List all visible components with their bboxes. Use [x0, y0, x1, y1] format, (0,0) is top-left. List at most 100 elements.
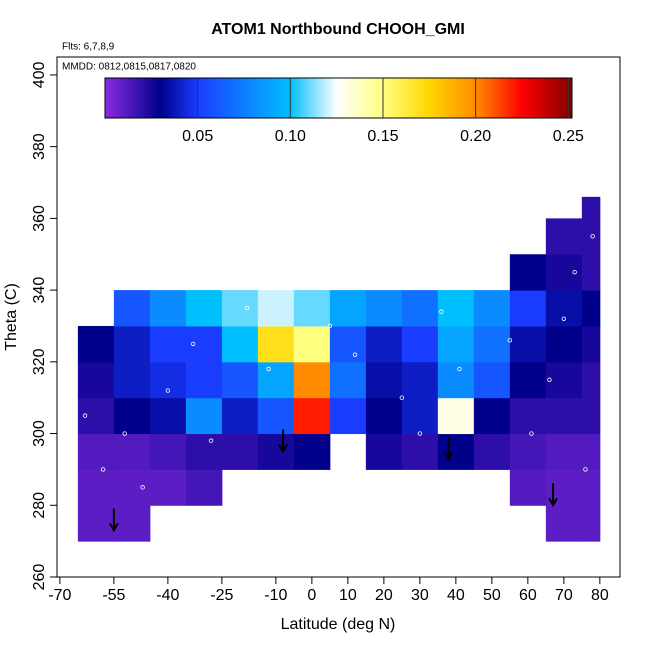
heatmap-cell [401, 361, 439, 399]
heatmap-cell [221, 290, 259, 327]
observation-point [352, 352, 358, 357]
colorbar-tick-label: 0.15 [367, 128, 398, 145]
heatmap-cell [77, 433, 115, 470]
heatmap-cell [221, 361, 259, 399]
x-tick-label: -10 [264, 587, 287, 604]
heatmap-cell [545, 397, 583, 435]
observation-point [590, 234, 595, 239]
arrow [109, 508, 119, 533]
observation-point [244, 305, 250, 311]
observation-point [100, 467, 106, 472]
y-tick-label: 280 [31, 492, 48, 519]
observation-point [478, 273, 484, 278]
heatmap-cell [365, 325, 403, 363]
x-tick-label: -55 [102, 587, 125, 604]
observation-point [208, 438, 214, 443]
annotation: MMDD: 0812,0815,0817,0820 [62, 62, 196, 73]
heatmap-cell [545, 254, 583, 291]
heatmap-cell [185, 361, 223, 399]
heatmap-cell [437, 433, 475, 470]
heatmap-cell [365, 397, 403, 435]
heatmap-cell [329, 397, 367, 435]
plot-frame [56, 56, 621, 578]
heatmap-cell [581, 361, 601, 399]
x-tick-label: -25 [210, 587, 233, 604]
x-tick-label: -70 [48, 587, 71, 604]
x-tick-label: 50 [483, 587, 501, 604]
colorbar-tick-label: 0.05 [182, 128, 213, 145]
heatmap-cell [545, 290, 583, 327]
arrow [278, 429, 288, 454]
heatmap-cell [293, 397, 331, 435]
heatmap-cell [473, 290, 511, 327]
heatmap-cell [113, 397, 151, 435]
heatmap-cell [221, 433, 259, 470]
y-axis-label: Theta (C) [3, 283, 20, 351]
colorbar-tick-label: 0.10 [275, 128, 306, 145]
heatmap-cell [257, 290, 295, 327]
heatmap-cell [113, 433, 151, 470]
y-tick-label: 260 [31, 564, 48, 591]
heatmap-cell [149, 290, 187, 327]
x-axis-label: Latitude (deg N) [281, 616, 396, 633]
heatmap-cell [329, 361, 367, 399]
heatmap-cell [113, 361, 151, 399]
y-tick-label: 400 [31, 61, 48, 88]
observation-point [572, 269, 577, 275]
heatmap-cell [293, 290, 331, 327]
heatmap-cell [113, 325, 151, 363]
observation-point [374, 277, 379, 282]
heatmap-cell [257, 361, 295, 399]
heatmap-cell [545, 433, 583, 470]
subtitle: Flts: 6,7,8,9 [62, 42, 115, 53]
heatmap-cell [473, 361, 511, 399]
chart-title: ATOM1 Northbound CHOOH_GMI [211, 21, 465, 38]
heatmap-cell [365, 433, 403, 470]
observation-point [140, 485, 145, 490]
heatmap-cell [185, 325, 223, 363]
heatmap-cell [473, 397, 511, 435]
heatmap-cell [293, 433, 331, 470]
y-tick-label: 360 [31, 205, 48, 232]
observation-point [547, 377, 552, 382]
heatmap-cell [509, 290, 547, 327]
arrow [443, 436, 454, 461]
observation-point [399, 395, 405, 400]
observation-point [439, 309, 444, 314]
heatmap-cell [149, 469, 187, 506]
colorbar-tick-label: 0.20 [460, 128, 491, 145]
heatmap-cell [509, 433, 547, 470]
x-tick-label: 80 [591, 587, 609, 604]
y-tick-label: 380 [31, 133, 48, 160]
arrow [548, 483, 558, 508]
observation-point [122, 431, 127, 436]
heatmap-cell [509, 469, 547, 506]
heatmap-cell [581, 433, 601, 470]
heatmap-cell [401, 433, 439, 470]
observation-point [190, 341, 196, 347]
heatmap-cell [329, 290, 367, 327]
observation-point [457, 366, 462, 372]
observation-point [327, 323, 333, 329]
heatmap-cell [257, 325, 295, 363]
heatmap-cell [77, 325, 115, 363]
heatmap-cell [437, 290, 475, 327]
observation-point [165, 388, 171, 393]
heatmap-cell [365, 290, 403, 327]
heatmap-cell [401, 325, 439, 363]
x-tick-label: -40 [156, 587, 179, 604]
observation-point [82, 413, 88, 418]
observation-point [417, 431, 423, 436]
y-tick-label: 300 [31, 420, 48, 447]
heatmap-cell [509, 325, 547, 363]
heatmap-cell [545, 325, 583, 363]
heatmap-cell [221, 325, 259, 363]
heatmap-cell [113, 469, 151, 506]
heatmap-cell [437, 325, 475, 363]
colorbar-tick-label: 0.25 [553, 128, 584, 145]
heatmap-cell [149, 361, 187, 399]
heatmap-cell [581, 290, 601, 327]
heatmap-cell [545, 361, 583, 399]
heatmap-cell [437, 361, 475, 399]
y-tick-label: 340 [31, 277, 48, 304]
